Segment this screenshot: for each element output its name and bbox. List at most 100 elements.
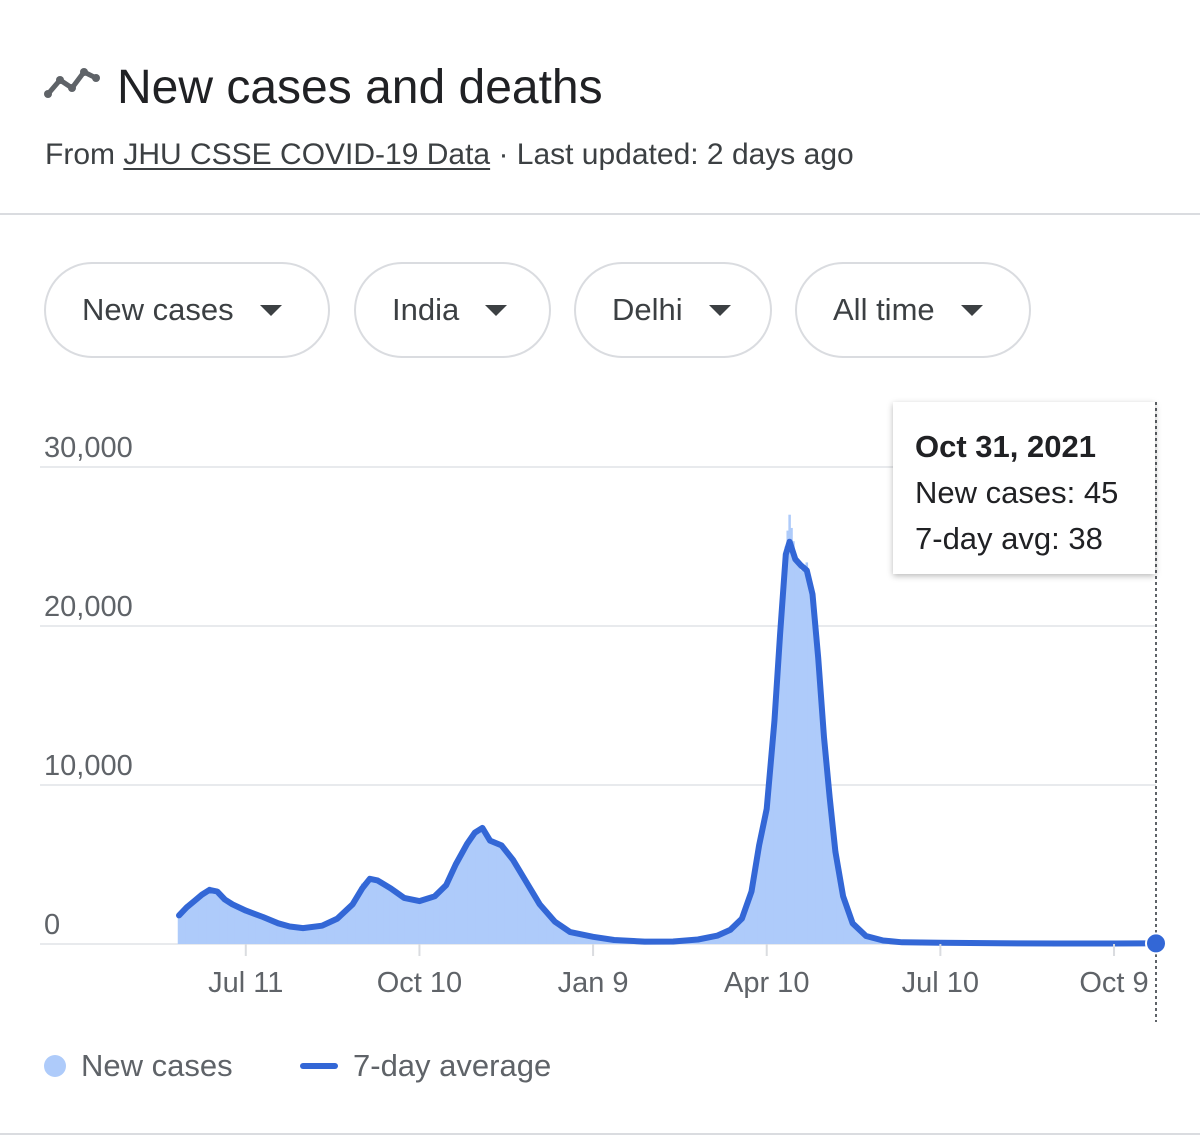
case-bar: [778, 641, 782, 944]
case-bar: [278, 923, 282, 944]
case-bar: [196, 896, 200, 944]
case-bar: [273, 921, 276, 944]
case-bar: [784, 546, 788, 944]
case-bar: [194, 897, 198, 944]
case-bar: [588, 936, 591, 944]
case-bar: [439, 890, 442, 944]
case-bar: [215, 889, 219, 944]
legend-item-7-day-average[interactable]: 7-day average: [300, 1046, 551, 1086]
case-bar: [412, 899, 415, 944]
case-bar: [351, 902, 354, 944]
case-bar: [500, 843, 503, 944]
case-bar: [357, 891, 360, 944]
case-bar: [713, 935, 717, 944]
case-bar: [341, 911, 345, 944]
case-bar: [542, 908, 545, 944]
case-bar: [456, 857, 459, 944]
case-bar: [708, 936, 711, 944]
case-bar: [715, 935, 719, 944]
case-bar: [276, 923, 280, 944]
case-bar: [431, 896, 435, 944]
case-bar: [710, 936, 713, 944]
case-bar: [706, 937, 709, 944]
case-bar: [339, 913, 343, 944]
card-header: New cases and deaths From JHU CSSE COVID…: [0, 0, 1200, 215]
case-bar: [525, 881, 528, 944]
case-bar: [191, 900, 194, 944]
case-bar: [399, 895, 402, 944]
case-bar: [252, 913, 255, 944]
case-bar: [561, 926, 564, 944]
case-bar: [385, 886, 389, 944]
case-bar: [750, 886, 753, 944]
case-bar: [294, 927, 297, 944]
case-bar: [763, 816, 767, 944]
case-bar: [227, 901, 230, 944]
case-bar: [586, 935, 589, 944]
y-tick-label: 0: [44, 909, 60, 941]
case-bar: [813, 615, 816, 944]
case-bar: [740, 916, 744, 944]
case-bar: [416, 900, 419, 944]
case-bar: [255, 914, 259, 944]
x-tick-label: Oct 10: [377, 967, 462, 999]
trending-line-icon: [44, 68, 100, 98]
country-dropdown[interactable]: India: [354, 262, 551, 358]
case-bar: [189, 901, 192, 944]
case-bar: [393, 891, 396, 944]
case-bar: [467, 838, 471, 944]
case-bar: [372, 878, 375, 944]
case-bar: [494, 841, 498, 944]
case-bar: [286, 925, 290, 944]
case-bar: [395, 892, 398, 944]
case-bar: [484, 832, 488, 944]
case-bar: [790, 527, 793, 944]
case-bar: [811, 594, 814, 944]
case-bar: [563, 928, 566, 944]
case-bar: [301, 928, 305, 944]
case-bar: [219, 894, 223, 944]
case-bar: [420, 900, 423, 944]
case-bar: [345, 908, 349, 944]
metric-dropdown[interactable]: New cases: [44, 262, 330, 358]
case-bar: [836, 859, 839, 944]
case-bar: [597, 937, 601, 944]
case-bar: [549, 917, 553, 944]
case-bar: [553, 921, 557, 944]
case-bar: [523, 878, 526, 944]
case-bar: [815, 636, 818, 944]
case-bar: [788, 514, 791, 944]
legend-item-new-cases[interactable]: New cases: [44, 1046, 233, 1086]
case-bar: [519, 871, 522, 944]
case-bar: [360, 883, 364, 944]
case-bar: [820, 710, 824, 944]
case-bar: [250, 912, 253, 944]
case-bar: [536, 901, 539, 944]
source-link[interactable]: JHU CSSE COVID-19 Data: [123, 138, 491, 171]
case-bar: [528, 888, 532, 944]
case-bar: [530, 891, 534, 944]
last-updated: · Last updated: 2 days ago: [490, 138, 854, 171]
page-title: New cases and deaths: [117, 61, 603, 114]
case-bar: [748, 892, 751, 944]
case-bar: [217, 892, 221, 944]
case-bar: [849, 916, 852, 944]
cases-chart[interactable]: 0 10,000 20,000 30,000 Jul 11 Oct 10 Jan 9 Apr…: [0, 395, 1200, 1035]
time-range-dropdown-label: All time: [833, 292, 935, 327]
case-bar: [742, 910, 746, 944]
case-bar: [267, 919, 270, 944]
case-bar: [225, 900, 228, 944]
region-dropdown[interactable]: Delhi: [574, 262, 772, 358]
case-bar: [490, 839, 494, 944]
time-range-dropdown[interactable]: All time: [795, 262, 1031, 358]
case-bar: [775, 694, 778, 944]
case-bar: [845, 904, 849, 944]
case-bar: [593, 937, 597, 944]
case-bar: [567, 930, 570, 944]
y-tick-label: 20,000: [44, 591, 133, 623]
case-bar: [723, 931, 727, 944]
case-bar: [414, 900, 417, 944]
case-bar: [427, 898, 431, 944]
case-bar: [463, 844, 467, 944]
case-bar: [288, 926, 291, 944]
